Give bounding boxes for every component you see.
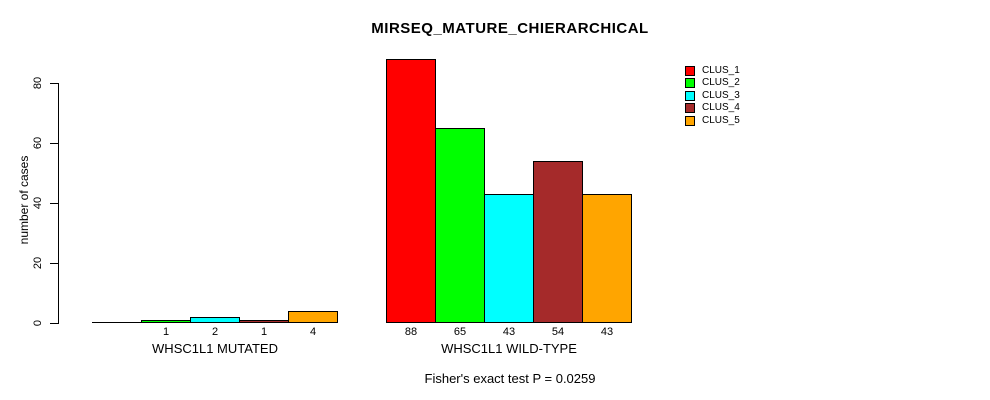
bar-value-label: 43: [502, 326, 516, 338]
y-axis-tick-label: 60: [32, 136, 44, 150]
y-axis-title: number of cases: [17, 155, 31, 245]
bar-clus_1: [92, 322, 142, 323]
bar-value-label: 88: [404, 326, 418, 338]
bar-clus_2: [435, 128, 485, 323]
y-axis-tick: [50, 83, 58, 84]
bar-clus_2: [141, 320, 191, 323]
legend-swatch-clus_5: [685, 115, 695, 126]
legend-label: CLUS_3: [702, 89, 740, 101]
y-axis-tick-label: 20: [32, 256, 44, 270]
y-axis-tick: [50, 323, 58, 324]
legend-label: CLUS_5: [702, 114, 740, 126]
legend-swatch-clus_4: [685, 103, 695, 114]
bar-clus_4: [239, 320, 289, 323]
y-axis-line: [58, 83, 59, 324]
bar-clus_5: [582, 194, 632, 323]
bar-clus_4: [533, 161, 583, 323]
bar-value-label: 2: [211, 326, 219, 338]
legend-swatch-clus_2: [685, 78, 695, 89]
bar-clus_1: [386, 59, 436, 323]
y-axis-tick-label: 80: [32, 76, 44, 90]
legend-label: CLUS_2: [702, 77, 740, 89]
legend-swatch-clus_1: [685, 66, 695, 76]
bar-value-label: 1: [162, 326, 170, 338]
bar-value-label: 43: [600, 326, 614, 338]
bar-clus_3: [190, 317, 240, 323]
legend-label: CLUS_1: [702, 65, 740, 76]
chart-title: MIRSEQ_MATURE_CHIERARCHICAL: [371, 20, 649, 37]
y-axis-tick: [50, 203, 58, 204]
y-axis-tick: [50, 263, 58, 264]
bar-clus_5: [288, 311, 338, 323]
bar-value-label: 65: [453, 326, 467, 338]
group-label: WHSC1L1 WILD-TYPE: [441, 341, 577, 356]
legend-label: CLUS_4: [702, 102, 740, 114]
y-axis-tick: [50, 143, 58, 144]
legend-swatch-clus_3: [685, 90, 695, 101]
bar-value-label: 4: [309, 326, 317, 338]
bar-value-label: 54: [551, 326, 565, 338]
bar-clus_3: [484, 194, 534, 323]
y-axis-tick-label: 40: [32, 196, 44, 210]
y-axis-tick-label: 0: [32, 319, 44, 327]
annotation-text: Fisher's exact test P = 0.0259: [424, 371, 596, 386]
bar-value-label: 1: [260, 326, 268, 338]
group-label: WHSC1L1 MUTATED: [152, 341, 278, 356]
